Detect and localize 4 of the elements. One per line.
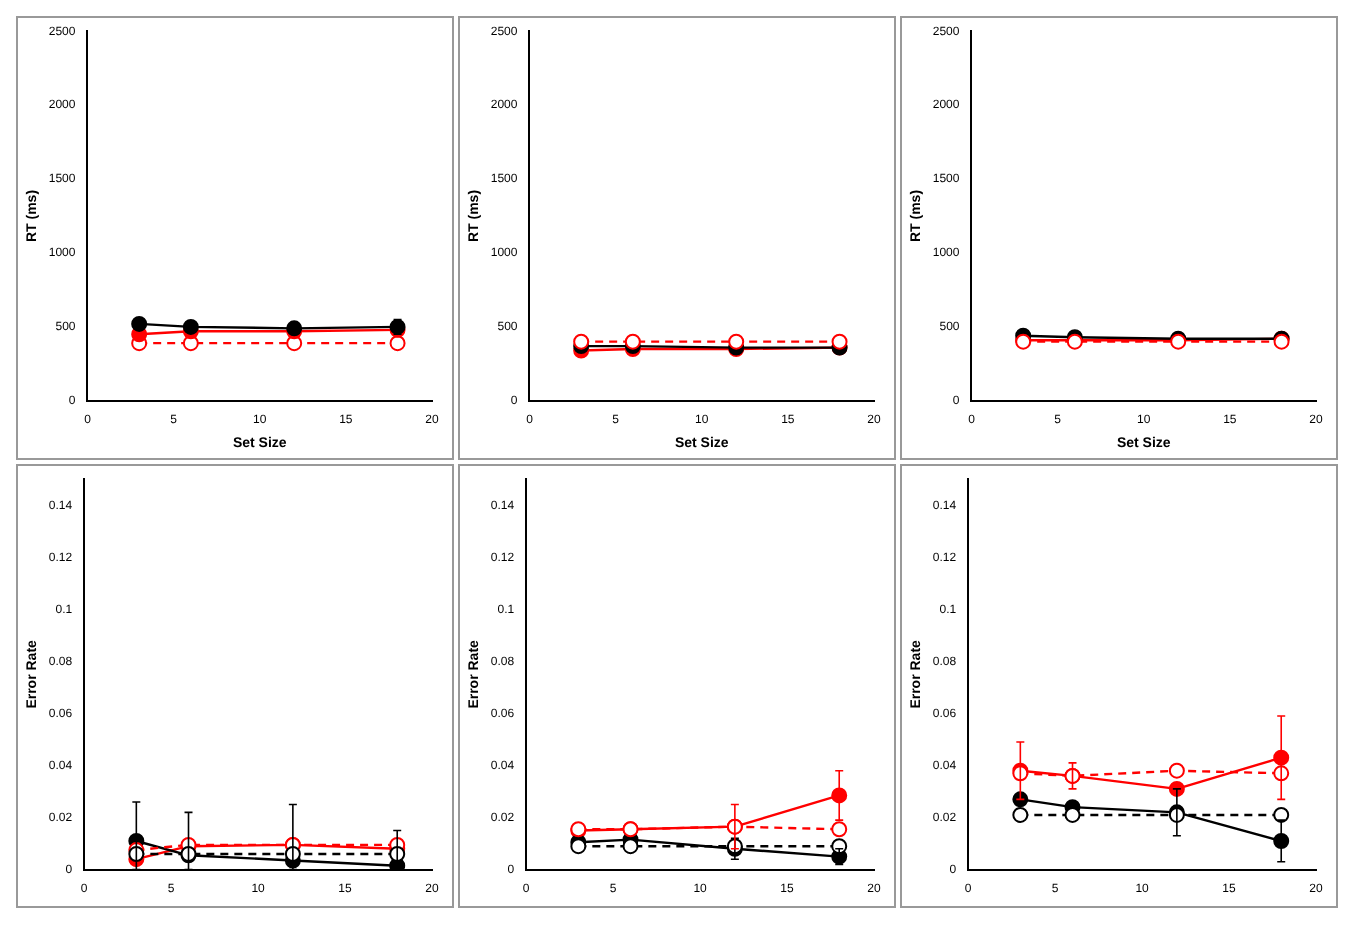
- point: [1012, 806, 1029, 823]
- point: [1168, 762, 1185, 779]
- point: [831, 821, 848, 838]
- point: [622, 838, 639, 855]
